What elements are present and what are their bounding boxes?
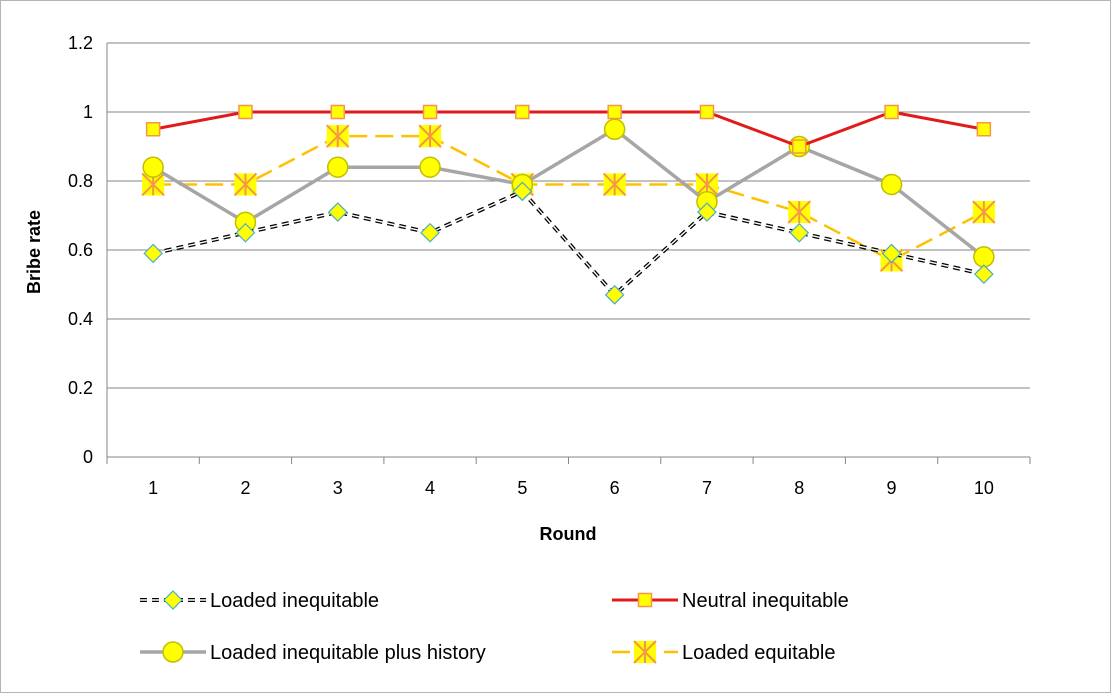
- data-point-loaded-inequitable-plus-history: [603, 118, 626, 140]
- data-point-loaded-inequitable: [235, 222, 256, 243]
- data-point-loaded-inequitable: [974, 264, 994, 284]
- x-tick-labels: 1 2 3 4 5 6 7 8 9 10: [148, 478, 994, 498]
- legend-item-neutral-inequitable: Neutral inequitable: [612, 590, 849, 612]
- legend-label-loaded-inequitable: Loaded inequitable: [210, 590, 379, 612]
- x-tick-label: 2: [240, 478, 250, 498]
- data-point-neutral-inequitable: [699, 104, 715, 120]
- data-point-loaded-inequitable: [512, 181, 533, 202]
- y-tick-label: 0.2: [68, 378, 93, 398]
- data-point-loaded-equitable: [326, 124, 350, 148]
- y-tick-label: 0.4: [68, 309, 93, 329]
- y-tick-label: 0: [83, 447, 93, 467]
- data-point-loaded-inequitable: [327, 202, 348, 222]
- data-point-loaded-equitable: [233, 172, 258, 197]
- legend-marker-loaded-equitable: [633, 640, 657, 664]
- data-point-loaded-equitable: [695, 172, 719, 197]
- x-tick-label: 10: [974, 478, 994, 498]
- legend-marker-loaded-inequitable-plus-history: [162, 641, 184, 663]
- data-point-loaded-equitable: [602, 172, 627, 197]
- data-point-loaded-inequitable-plus-history: [419, 156, 441, 178]
- series-neutral-inequitable: [145, 104, 992, 154]
- data-point-neutral-inequitable: [330, 104, 345, 120]
- data-point-neutral-inequitable: [145, 122, 161, 137]
- data-point-loaded-inequitable: [143, 243, 163, 264]
- legend: Loaded inequitable Neutral inequitable Loa…: [140, 590, 849, 664]
- y-tick-labels: 0 0.2 0.4 0.6 0.8 1 1.2: [68, 33, 93, 467]
- legend-label-loaded-inequitable-plus-history: Loaded inequitable plus history: [210, 642, 486, 664]
- data-point-neutral-inequitable: [422, 104, 438, 120]
- legend-marker-loaded-inequitable: [163, 590, 183, 610]
- x-tick-label: 5: [517, 478, 527, 498]
- data-point-neutral-inequitable: [976, 122, 992, 137]
- legend-label-neutral-inequitable: Neutral inequitable: [682, 590, 849, 612]
- data-point-loaded-inequitable: [604, 285, 625, 305]
- data-point-loaded-inequitable-plus-history: [142, 156, 164, 178]
- data-point-neutral-inequitable: [884, 104, 899, 120]
- legend-marker-neutral-inequitable: [637, 592, 653, 608]
- y-tick-label: 0.6: [68, 240, 93, 260]
- data-point-loaded-inequitable: [697, 202, 717, 222]
- data-point-loaded-equitable: [972, 200, 996, 224]
- data-point-loaded-equitable: [787, 200, 811, 224]
- x-tick-label: 8: [794, 478, 804, 498]
- legend-item-loaded-equitable: Loaded equitable: [612, 640, 835, 664]
- y-tick-label: 1.2: [68, 33, 93, 53]
- x-tick-label: 4: [425, 478, 435, 498]
- series-line-loaded-inequitable-plus-history: [152, 127, 985, 259]
- series-line-neutral-inequitable: [152, 110, 985, 148]
- series-group: [141, 104, 996, 305]
- x-tick-label: 7: [702, 478, 712, 498]
- data-point-neutral-inequitable: [238, 104, 253, 120]
- data-point-loaded-inequitable-plus-history: [327, 156, 349, 178]
- x-tick-label: 1: [148, 478, 158, 498]
- data-point-loaded-inequitable: [881, 243, 902, 264]
- data-point-neutral-inequitable: [607, 104, 622, 120]
- legend-item-loaded-inequitable-plus-history: Loaded inequitable plus history: [140, 641, 486, 664]
- series-loaded-inequitable: [143, 181, 994, 305]
- y-axis-title: Bribe rate: [24, 210, 44, 294]
- series-line-loaded-equitable: [153, 134, 985, 262]
- y-tick-label: 0.8: [68, 171, 93, 191]
- data-point-loaded-equitable: [141, 172, 165, 197]
- axes: [106, 43, 1031, 464]
- data-point-neutral-inequitable: [792, 139, 807, 154]
- data-point-neutral-inequitable: [515, 104, 530, 120]
- x-tick-label: 9: [887, 478, 897, 498]
- legend-item-loaded-inequitable: Loaded inequitable: [140, 590, 379, 612]
- data-point-loaded-inequitable-plus-history: [880, 173, 903, 196]
- data-point-loaded-inequitable: [420, 222, 440, 243]
- x-axis-title: Round: [540, 524, 597, 544]
- x-tick-label: 3: [333, 478, 343, 498]
- x-tick-label: 6: [610, 478, 620, 498]
- data-point-loaded-equitable: [418, 124, 442, 148]
- data-point-loaded-inequitable-plus-history: [973, 246, 995, 268]
- data-point-loaded-inequitable: [789, 222, 810, 243]
- legend-label-loaded-equitable: Loaded equitable: [682, 642, 835, 664]
- y-tick-label: 1: [83, 102, 93, 122]
